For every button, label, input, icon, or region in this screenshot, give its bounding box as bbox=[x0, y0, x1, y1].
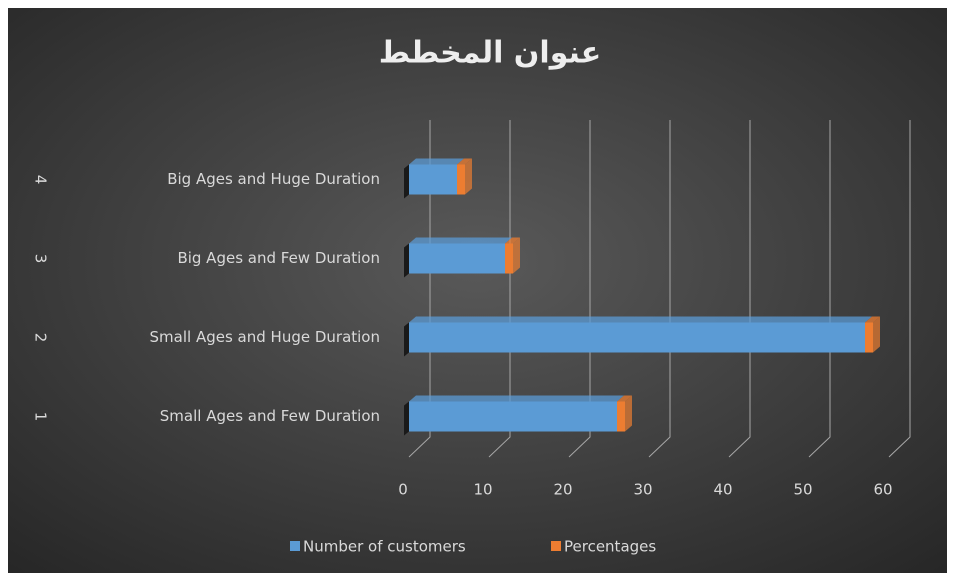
x-tick-label: 10 bbox=[473, 481, 492, 499]
x-tick-label: 60 bbox=[873, 481, 892, 499]
chart-title: عنوان المخطط bbox=[379, 36, 602, 71]
bar-shadow bbox=[404, 243, 409, 278]
grid-line bbox=[728, 120, 751, 458]
legend-swatch bbox=[551, 541, 561, 551]
grid-line bbox=[808, 120, 831, 458]
category-number: 4 bbox=[32, 175, 50, 185]
category-number: 2 bbox=[32, 333, 50, 343]
bar-shadow bbox=[404, 401, 409, 436]
x-tick-label: 50 bbox=[793, 481, 812, 499]
grid-line bbox=[408, 120, 431, 458]
category-number: 1 bbox=[32, 412, 50, 422]
category-label: Small Ages and Huge Duration bbox=[150, 328, 380, 346]
bar bbox=[409, 243, 505, 274]
category-label: Big Ages and Huge Duration bbox=[167, 170, 380, 188]
bar-top bbox=[865, 316, 880, 323]
grid-line bbox=[568, 120, 591, 458]
bar-end bbox=[513, 237, 520, 274]
x-tick-label: 0 bbox=[398, 481, 408, 499]
bar bbox=[617, 401, 625, 432]
bar bbox=[409, 164, 457, 195]
bar bbox=[409, 401, 617, 432]
category-label: Big Ages and Few Duration bbox=[177, 249, 380, 267]
x-tick-label: 40 bbox=[713, 481, 732, 499]
bar-end bbox=[873, 316, 880, 353]
x-tick-label: 30 bbox=[633, 481, 652, 499]
bar-top bbox=[505, 237, 520, 244]
grid-line bbox=[648, 120, 671, 458]
bar bbox=[505, 243, 513, 274]
bar-top bbox=[409, 158, 464, 165]
bar-top bbox=[457, 158, 472, 165]
legend-swatch bbox=[290, 541, 300, 551]
bar-end bbox=[625, 395, 632, 432]
bar-top bbox=[617, 395, 632, 402]
bar-top bbox=[409, 237, 512, 244]
bar bbox=[457, 164, 465, 195]
bar-top bbox=[409, 395, 624, 402]
x-tick-label: 20 bbox=[553, 481, 572, 499]
bar-shadow bbox=[404, 322, 409, 357]
legend-label: Percentages bbox=[564, 538, 656, 556]
chart-background bbox=[8, 8, 947, 573]
category-label: Small Ages and Few Duration bbox=[160, 407, 380, 425]
grid-line bbox=[888, 120, 911, 458]
category-number: 3 bbox=[32, 254, 50, 264]
bar-end bbox=[465, 158, 472, 195]
bar-top bbox=[409, 316, 872, 323]
bar-shadow bbox=[404, 164, 409, 199]
grid-line bbox=[488, 120, 511, 458]
legend-label: Number of customers bbox=[303, 538, 466, 556]
bar bbox=[865, 322, 873, 353]
bar bbox=[409, 322, 865, 353]
